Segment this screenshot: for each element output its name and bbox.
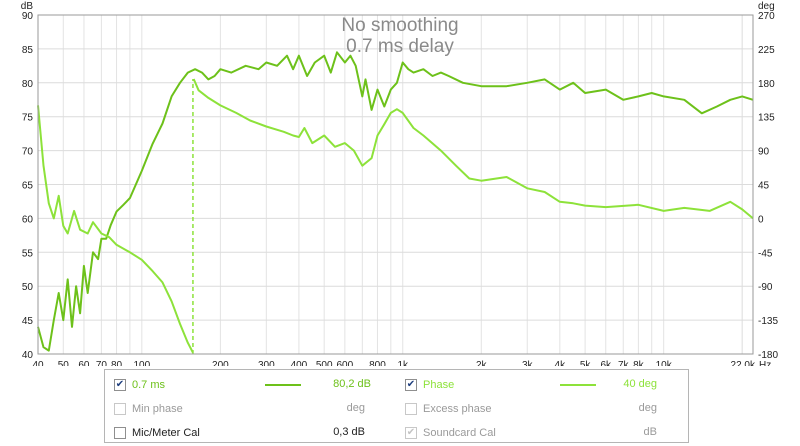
x-tick-label: 60: [78, 360, 90, 366]
legend-row-excess-phase[interactable]: Excess phase: [405, 400, 491, 418]
y-tick-label: 60: [22, 214, 34, 225]
min-phase-label: Min phase: [132, 403, 183, 415]
y-tick-label: 80: [22, 79, 34, 90]
mic-cal-value: 0,3 dB: [333, 426, 365, 438]
y-tick-label: 85: [22, 45, 34, 56]
chart-subtitle: 0.7 ms delay: [346, 36, 454, 57]
legend-row-phase[interactable]: ✔ Phase: [405, 376, 454, 394]
x-tick-label: 7k: [618, 360, 630, 366]
y-tick-label: 50: [22, 282, 34, 293]
phase-value: 40 deg: [623, 378, 657, 390]
x-tick-label: 5k: [580, 360, 592, 366]
excess-phase-label: Excess phase: [423, 403, 492, 415]
series-phase-line: [37, 78, 754, 353]
chart-area: 90 85 80 75 70 65 60 55 50 45 40 dB 270 225 180 135 90 45…: [21, 1, 779, 366]
y2-tick-label: -135: [758, 316, 778, 327]
mic-cal-checkbox[interactable]: [114, 427, 126, 439]
x-tick-label: 800: [369, 360, 386, 366]
x-tick-label: 6k: [600, 360, 612, 366]
x-tick-label: 70: [96, 360, 108, 366]
series-value: 80,2 dB: [333, 378, 371, 390]
y2-tick-label: -90: [758, 282, 773, 293]
x-tick-label: 600: [337, 360, 354, 366]
soundcard-cal-value: dB: [643, 426, 657, 438]
min-phase-checkbox[interactable]: [114, 403, 126, 415]
x-tick-label: 200: [212, 360, 229, 366]
series-layer: [37, 51, 754, 354]
x-tick-label: 400: [291, 360, 308, 366]
y2-tick-label: 45: [758, 181, 770, 192]
x-tick-label: 22,0k: [731, 360, 756, 366]
y2-axis-label: deg: [758, 1, 775, 12]
chart-title: No smoothing: [341, 15, 458, 36]
phase-checkbox[interactable]: ✔: [405, 379, 417, 391]
x-tick-label: 3k: [522, 360, 534, 366]
x-axis-label: Hz: [759, 360, 771, 366]
legend-row-soundcard-cal[interactable]: ✔ Soundcard Cal: [405, 424, 496, 442]
y2-tick-label: 0: [758, 214, 764, 225]
x-tick-label: 8k: [633, 360, 645, 366]
excess-phase-value: deg: [638, 402, 657, 414]
y-tick-label: 70: [22, 147, 34, 158]
mic-cal-label: Mic/Meter Cal: [132, 427, 200, 439]
legend-panel: ✔ 0.7 ms 80,2 dB ✔ Phase 40 deg Min phas…: [104, 369, 689, 443]
plot-frame: [37, 14, 754, 355]
y-tick-label: 40: [22, 350, 34, 361]
soundcard-cal-checkbox[interactable]: ✔: [405, 427, 417, 439]
x-tick-label: 80: [111, 360, 123, 366]
x-tick-label: 100: [133, 360, 150, 366]
y2-tick-label: 270: [758, 11, 775, 22]
phase-swatch: [560, 384, 596, 386]
y2-tick-label: 90: [758, 147, 770, 158]
y2-tick-label: 135: [758, 113, 775, 124]
series-label: 0.7 ms: [132, 379, 166, 391]
y2-tick-label: 225: [758, 45, 775, 56]
y2-tick-label: 180: [758, 79, 775, 90]
legend-row-series[interactable]: ✔ 0.7 ms: [114, 376, 165, 394]
axes: 90 85 80 75 70 65 60 55 50 45 40 dB 270 225 180 135 90 45…: [21, 1, 779, 366]
series-swatch: [265, 384, 301, 386]
x-tick-label: 50: [58, 360, 70, 366]
y2-tick-label: -180: [758, 350, 778, 361]
excess-phase-checkbox[interactable]: [405, 403, 417, 415]
soundcard-cal-label: Soundcard Cal: [423, 427, 496, 439]
frequency-response-chart: 90 85 80 75 70 65 60 55 50 45 40 dB 270 225 180 135 90 45…: [21, 1, 779, 366]
phase-label: Phase: [423, 379, 455, 391]
min-phase-value: deg: [346, 402, 365, 414]
y2-tick-label: -45: [758, 248, 773, 259]
y-tick-label: 55: [22, 248, 34, 259]
y-axis-label: dB: [21, 1, 34, 12]
series-checkbox[interactable]: ✔: [114, 379, 126, 391]
y-tick-label: 45: [22, 316, 34, 327]
x-tick-label: 10k: [656, 360, 673, 366]
grid: [38, 14, 753, 355]
x-tick-label: 300: [258, 360, 275, 366]
x-tick-label: 2k: [476, 360, 488, 366]
y-tick-label: 65: [22, 181, 34, 192]
x-tick-label: 500: [316, 360, 333, 366]
series-spl-line: [37, 51, 754, 352]
x-tick-label: 1k: [397, 360, 409, 366]
legend-row-mic-cal[interactable]: Mic/Meter Cal: [114, 424, 200, 442]
y-tick-label: 90: [22, 11, 34, 22]
x-tick-label: 40: [32, 360, 44, 366]
x-tick-label: 4k: [555, 360, 567, 366]
y-tick-label: 75: [22, 113, 34, 124]
legend-row-min-phase[interactable]: Min phase: [114, 400, 183, 418]
